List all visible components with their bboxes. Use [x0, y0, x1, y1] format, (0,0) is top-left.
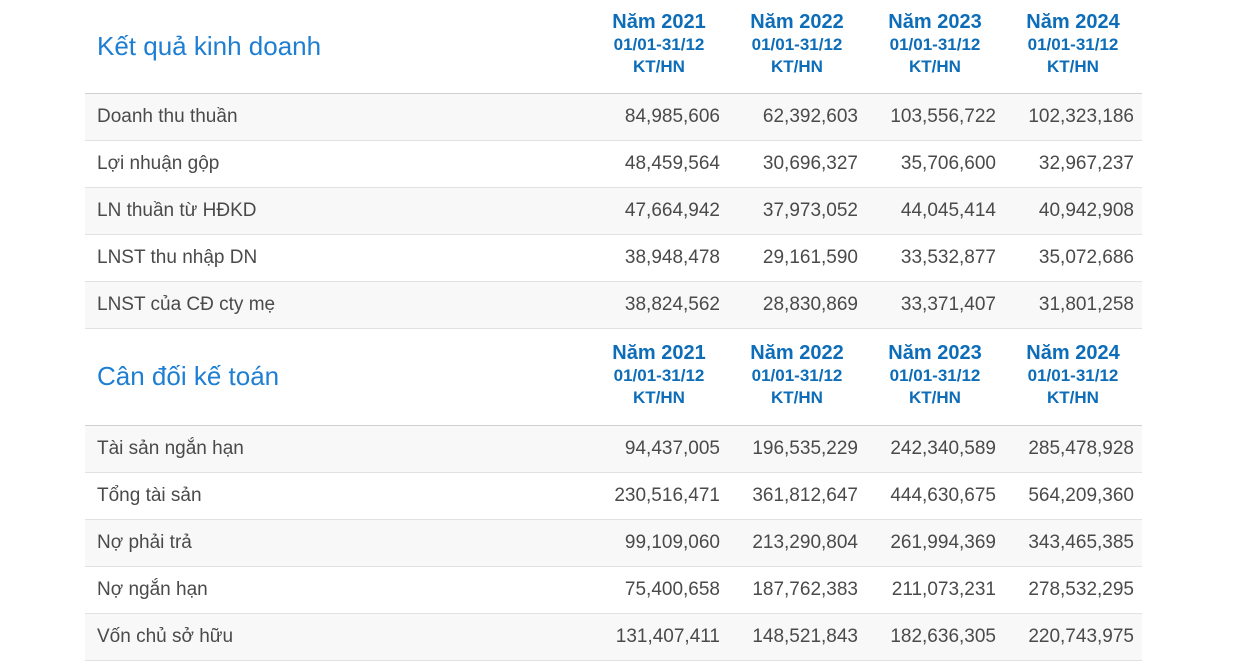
value-cell: 103,556,722 [890, 105, 996, 127]
value-cell: 99,109,060 [624, 532, 720, 553]
value-cell: 62,392,603 [762, 105, 858, 127]
value-cell: 48,459,564 [624, 152, 720, 174]
table-row-operating-profit: LN thuần từ HĐKD 47,664,942 37,973,052 4… [85, 187, 1142, 234]
value-cell: 102,323,186 [1028, 105, 1134, 127]
basis-label: KT/HN [1047, 387, 1099, 407]
value-cell: 564,209,360 [1028, 485, 1134, 506]
column-header-year-2022: Năm 2022 01/01-31/12 KT/HN [728, 328, 866, 426]
table-row-gross-profit: Lợi nhuận gộp 48,459,564 30,696,327 35,7… [85, 140, 1142, 187]
column-header-year-2023: Năm 2023 01/01-31/12 KT/HN [866, 328, 1004, 426]
value-cell: 37,973,052 [762, 199, 858, 221]
basis-label: KT/HN [909, 57, 961, 77]
row-label: LN thuần từ HĐKD [97, 199, 257, 221]
table-row-net-revenue: Doanh thu thuần 84,985,606 62,392,603 10… [85, 93, 1142, 140]
value-cell: 187,762,383 [752, 579, 858, 600]
value-cell: 32,967,237 [1038, 152, 1134, 174]
column-header-year-2022: Năm 2022 01/01-31/12 KT/HN [728, 0, 866, 94]
year-label: Năm 2023 [888, 11, 982, 34]
value-cell: 213,290,804 [752, 532, 858, 553]
period-label: 01/01-31/12 [1027, 365, 1119, 385]
row-label: LNST thu nhập DN [97, 246, 258, 268]
period-label: 01/01-31/12 [613, 365, 705, 385]
value-cell: 28,830,869 [762, 293, 858, 315]
value-cell: 94,437,005 [624, 438, 720, 459]
value-cell: 33,532,877 [900, 246, 996, 268]
value-cell: 38,824,562 [624, 293, 720, 315]
period-label: 01/01-31/12 [751, 35, 843, 55]
value-cell: 196,535,229 [752, 438, 858, 459]
table-row-profit-after-tax: LNST thu nhập DN 38,948,478 29,161,590 3… [85, 234, 1142, 281]
balance-sheet-title: Cân đối kế toán [97, 361, 280, 392]
value-cell: 361,812,647 [752, 485, 858, 506]
value-cell: 40,942,908 [1038, 199, 1134, 221]
row-label: Nợ ngắn hạn [97, 579, 208, 600]
row-label: Vốn chủ sở hữu [97, 626, 234, 647]
year-label: Năm 2022 [750, 341, 844, 364]
value-cell: 278,532,295 [1028, 579, 1134, 600]
row-label: Tài sản ngắn hạn [97, 438, 244, 459]
year-label: Năm 2023 [888, 341, 982, 364]
year-label: Năm 2021 [612, 341, 706, 364]
period-label: 01/01-31/12 [751, 365, 843, 385]
value-cell: 33,371,407 [900, 293, 996, 315]
basis-label: KT/HN [771, 387, 823, 407]
value-cell: 75,400,658 [624, 579, 720, 600]
value-cell: 131,407,411 [615, 626, 720, 647]
period-label: 01/01-31/12 [889, 365, 981, 385]
basis-label: KT/HN [771, 57, 823, 77]
year-label: Năm 2021 [612, 11, 706, 34]
row-label: Lợi nhuận gộp [97, 152, 220, 174]
value-cell: 84,985,606 [624, 105, 720, 127]
table-row-short-term-assets: Tài sản ngắn hạn 94,437,005 196,535,229 … [85, 425, 1142, 473]
value-cell: 285,478,928 [1028, 438, 1134, 459]
period-label: 01/01-31/12 [613, 35, 705, 55]
table-row-total-liabilities: Nợ phải trả 99,109,060 213,290,804 261,9… [85, 519, 1142, 567]
balance-sheet-table: Cân đối kế toán Năm 2021 01/01-31/12 KT/… [85, 328, 1142, 662]
row-label: Doanh thu thuần [97, 105, 238, 127]
income-statement-header-row: Kết quả kinh doanh Năm 2021 01/01-31/12 … [85, 0, 1142, 94]
row-label: Tổng tài sản [97, 485, 202, 506]
row-label: LNST của CĐ cty mẹ [97, 293, 276, 315]
value-cell: 230,516,471 [614, 485, 720, 506]
year-label: Năm 2024 [1026, 341, 1120, 364]
table-row-short-term-liabilities: Nợ ngắn hạn 75,400,658 187,762,383 211,0… [85, 567, 1142, 614]
value-cell: 148,521,843 [752, 626, 858, 647]
column-header-year-2023: Năm 2023 01/01-31/12 KT/HN [866, 0, 1004, 94]
column-header-year-2024: Năm 2024 01/01-31/12 KT/HN [1004, 328, 1142, 426]
balance-sheet-header-row: Cân đối kế toán Năm 2021 01/01-31/12 KT/… [85, 328, 1142, 426]
value-cell: 31,801,258 [1038, 293, 1134, 315]
value-cell: 343,465,385 [1028, 532, 1134, 553]
basis-label: KT/HN [633, 387, 685, 407]
value-cell: 261,994,369 [890, 532, 996, 553]
value-cell: 44,045,414 [900, 199, 996, 221]
value-cell: 35,706,600 [900, 152, 996, 174]
value-cell: 29,161,590 [762, 246, 858, 268]
value-cell: 47,664,942 [624, 199, 720, 221]
period-label: 01/01-31/12 [889, 35, 981, 55]
value-cell: 220,743,975 [1028, 626, 1134, 647]
basis-label: KT/HN [909, 387, 961, 407]
table-row-owner-equity: Vốn chủ sở hữu 131,407,411 148,521,843 1… [85, 613, 1142, 661]
period-label: 01/01-31/12 [1027, 35, 1119, 55]
value-cell: 211,073,231 [891, 579, 996, 600]
value-cell: 242,340,589 [890, 438, 996, 459]
value-cell: 182,636,305 [890, 626, 996, 647]
value-cell: 35,072,686 [1038, 246, 1134, 268]
column-header-year-2024: Năm 2024 01/01-31/12 KT/HN [1004, 0, 1142, 94]
value-cell: 444,630,675 [890, 485, 996, 506]
income-statement-title: Kết quả kinh doanh [97, 30, 322, 61]
value-cell: 38,948,478 [624, 246, 720, 268]
row-label: Nợ phải trả [97, 532, 192, 553]
income-statement-table: Kết quả kinh doanh Năm 2021 01/01-31/12 … [85, 0, 1142, 329]
column-header-year-2021: Năm 2021 01/01-31/12 KT/HN [590, 0, 728, 94]
value-cell: 30,696,327 [762, 152, 858, 174]
basis-label: KT/HN [1047, 57, 1099, 77]
table-row-parent-shareholder-profit: LNST của CĐ cty mẹ 38,824,562 28,830,869… [85, 281, 1142, 328]
column-header-year-2021: Năm 2021 01/01-31/12 KT/HN [590, 328, 728, 426]
year-label: Năm 2024 [1026, 11, 1120, 34]
year-label: Năm 2022 [750, 11, 844, 34]
basis-label: KT/HN [633, 57, 685, 77]
table-row-total-assets: Tổng tài sản 230,516,471 361,812,647 444… [85, 473, 1142, 520]
